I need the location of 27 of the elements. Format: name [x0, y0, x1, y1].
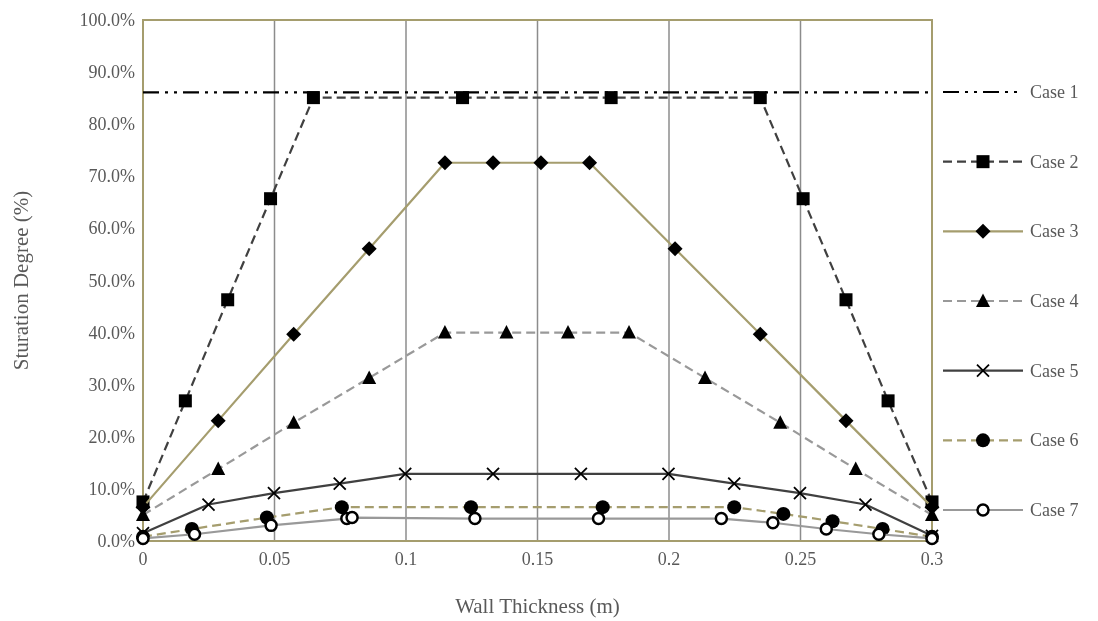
x-tick-label: 0.2	[657, 549, 681, 569]
y-tick-label: 0.0%	[97, 531, 135, 551]
y-tick-label: 10.0%	[88, 478, 135, 499]
legend-label: Case 1	[1030, 82, 1079, 102]
legend-label: Case 2	[1030, 151, 1079, 172]
legend-label: Case 6	[1030, 430, 1079, 451]
x-tick-label: 0.05	[258, 549, 291, 569]
y-tick-label: 30.0%	[88, 374, 135, 395]
y-tick-label: 90.0%	[88, 62, 135, 83]
y-axis-title: Sturation Degree (%)	[9, 190, 33, 371]
x-tick-label: 0.15	[521, 549, 554, 569]
x-tick-label: 0.25	[784, 549, 817, 569]
legend-label: Case 3	[1030, 221, 1079, 242]
y-tick-label: 50.0%	[88, 270, 135, 291]
y-tick-label: 100.0%	[79, 10, 135, 30]
y-tick-label: 20.0%	[88, 426, 135, 447]
legend-label: Case 5	[1030, 360, 1079, 381]
legend-label: Case 4	[1030, 291, 1079, 311]
y-tick-label: 80.0%	[88, 114, 135, 135]
x-axis-title: Wall Thickness (m)	[455, 594, 620, 618]
x-tick-label: 0.3	[920, 549, 944, 569]
y-tick-label: 70.0%	[88, 166, 135, 187]
y-tick-label: 40.0%	[88, 322, 135, 343]
x-tick-label: 0	[138, 549, 148, 569]
y-tick-label: 60.0%	[88, 218, 135, 239]
x-tick-label: 0.1	[394, 549, 418, 569]
legend-label: Case 7	[1030, 500, 1079, 520]
